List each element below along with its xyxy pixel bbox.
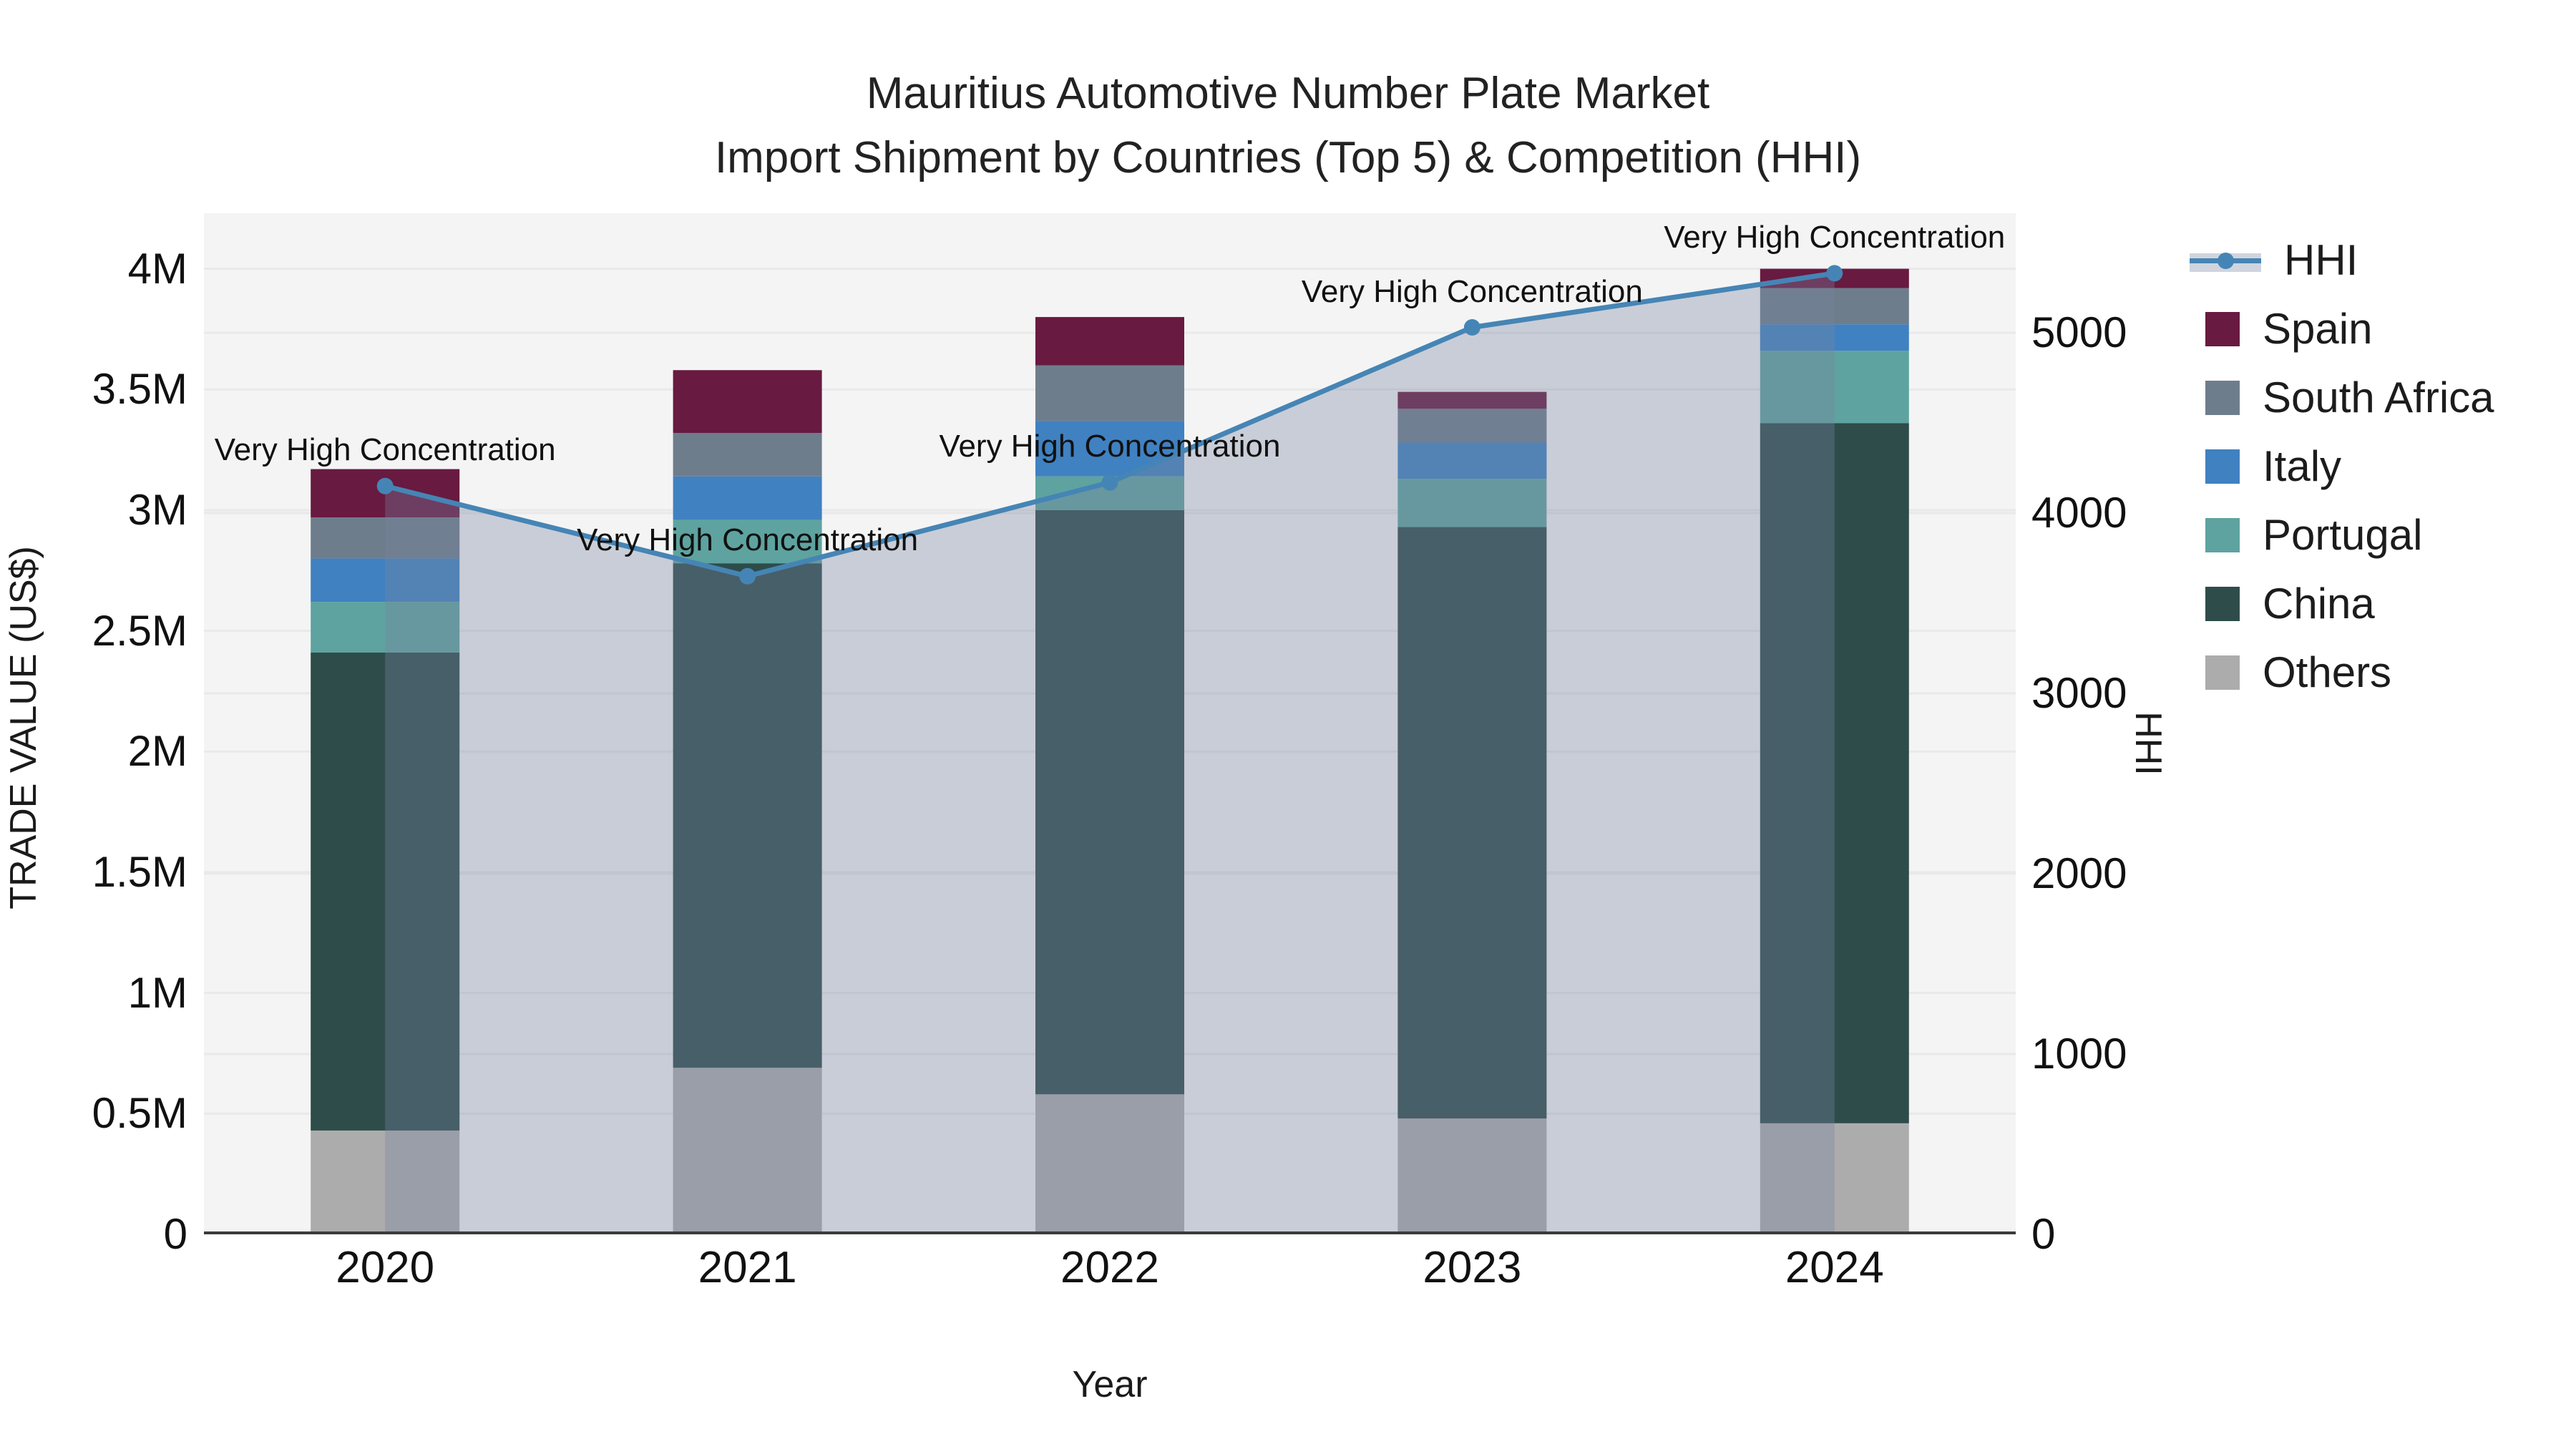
bar-segment-spain-2021[interactable] [673, 370, 822, 433]
hhi-area-fill [385, 273, 1835, 1234]
legend-label: South Africa [2263, 374, 2494, 421]
bar-segment-china-2021[interactable] [673, 563, 822, 1068]
bar-segment-others-2023[interactable] [1397, 1118, 1547, 1234]
hhi-line-icon [2190, 243, 2261, 278]
bar-segment-south-africa-2022[interactable] [1035, 365, 1184, 421]
legend-swatch-china [2205, 587, 2240, 621]
bar-segment-others-2024[interactable] [1760, 1123, 1909, 1234]
legend-label: Italy [2263, 442, 2342, 490]
x-tick-2023: 2023 [1423, 1243, 1522, 1292]
bar-segment-others-2021[interactable] [673, 1068, 822, 1234]
bar-segment-italy-2024[interactable] [1760, 324, 1909, 351]
y-left-tick-3.5M: 3.5M [92, 365, 187, 414]
legend-item-spain[interactable]: Spain [2190, 304, 2372, 354]
legend-label: Portugal [2263, 511, 2423, 559]
y-axis-right-title: HHI [2127, 711, 2169, 776]
x-tick-2020: 2020 [336, 1243, 435, 1292]
legend-label: China [2263, 580, 2375, 628]
legend-label: Others [2263, 648, 2392, 696]
y-left-tick-1.5M: 1.5M [92, 847, 187, 896]
hhi-marker-swatch [2218, 253, 2234, 269]
chart-title-line1: Mauritius Automotive Number Plate Market [866, 69, 1710, 118]
bar-segment-portugal-2020[interactable] [311, 602, 460, 653]
annotation-2020: Very High Concentration [214, 432, 556, 468]
y-right-tick-0: 0 [2031, 1210, 2056, 1258]
x-tick-2024: 2024 [1785, 1243, 1884, 1292]
legend-item-others[interactable]: Others [2190, 648, 2391, 698]
x-tick-2021: 2021 [698, 1243, 797, 1292]
legend-item-china[interactable]: China [2190, 579, 2375, 629]
legend-label: HHI [2284, 236, 2358, 284]
hhi-marker-2024[interactable] [1826, 265, 1843, 282]
legend-item-italy[interactable]: Italy [2190, 441, 2341, 492]
hhi-marker-2022[interactable] [1101, 474, 1118, 491]
chart-title: Mauritius Automotive Number Plate Market… [0, 62, 2576, 190]
bar-segment-italy-2021[interactable] [673, 476, 822, 520]
bar-segment-spain-2023[interactable] [1397, 391, 1547, 409]
hhi-marker-2023[interactable] [1463, 319, 1480, 336]
y-left-tick-0: 0 [163, 1210, 187, 1258]
annotation-2023: Very High Concentration [1301, 273, 1643, 309]
bar-segment-portugal-2024[interactable] [1760, 351, 1909, 424]
y-left-tick-2.5M: 2.5M [92, 606, 187, 655]
bar-segment-others-2020[interactable] [311, 1130, 460, 1234]
y-left-tick-2M: 2M [127, 727, 187, 776]
bar-segment-italy-2023[interactable] [1397, 442, 1547, 479]
legend-item-portugal[interactable]: Portugal [2190, 510, 2422, 560]
y-right-tick-3000: 3000 [2031, 669, 2127, 718]
legend-swatch-south_africa [2205, 381, 2240, 415]
bar-segment-south-africa-2024[interactable] [1760, 288, 1909, 325]
hhi-marker-2020[interactable] [376, 477, 394, 494]
annotation-2024: Very High Concentration [1664, 219, 2006, 255]
legend-swatch-italy [2205, 449, 2240, 484]
bar-segment-portugal-2023[interactable] [1397, 479, 1547, 527]
bar-segment-italy-2022[interactable] [1035, 421, 1184, 477]
y-axis-left-title: TRADE VALUE (US$) [3, 546, 44, 909]
y-left-tick-4M: 4M [127, 244, 187, 293]
annotation-2022: Very High Concentration [939, 429, 1281, 464]
x-axis-title: Year [1072, 1364, 1148, 1405]
legend-item-south-africa[interactable]: South Africa [2190, 373, 2494, 423]
legend-swatch-portugal [2205, 518, 2240, 552]
x-tick-2022: 2022 [1060, 1243, 1159, 1292]
plot-canvas [204, 265, 2016, 1234]
hhi-marker-2021[interactable] [739, 567, 756, 585]
legend-item-hhi[interactable]: HHI [2190, 235, 2358, 286]
y-right-tick-2000: 2000 [2031, 849, 2127, 898]
chart-title-line2: Import Shipment by Countries (Top 5) & C… [714, 133, 1862, 182]
bar-segment-portugal-2021[interactable] [673, 519, 822, 564]
y-left-tick-3M: 3M [127, 485, 187, 534]
y-right-tick-4000: 4000 [2031, 489, 2127, 537]
bar-segment-italy-2020[interactable] [311, 558, 460, 602]
bar-segment-south-africa-2023[interactable] [1397, 409, 1547, 443]
y-right-tick-5000: 5000 [2031, 308, 2127, 357]
bar-segment-china-2020[interactable] [311, 652, 460, 1131]
legend-label: Spain [2263, 305, 2373, 353]
y-left-tick-0.5M: 0.5M [92, 1089, 187, 1138]
bar-segment-spain-2022[interactable] [1035, 317, 1184, 366]
bar-segment-south-africa-2021[interactable] [673, 432, 822, 477]
bar-segment-china-2024[interactable] [1760, 423, 1909, 1123]
legend-swatch-spain [2205, 312, 2240, 346]
bar-segment-others-2022[interactable] [1035, 1094, 1184, 1234]
y-left-tick-1M: 1M [127, 968, 187, 1017]
bar-segment-south-africa-2020[interactable] [311, 517, 460, 559]
bar-segment-china-2023[interactable] [1397, 527, 1547, 1119]
legend-swatch-others [2205, 655, 2240, 690]
y-right-tick-1000: 1000 [2031, 1030, 2127, 1078]
annotation-2021: Very High Concentration [577, 522, 919, 558]
bar-segment-china-2022[interactable] [1035, 509, 1184, 1095]
